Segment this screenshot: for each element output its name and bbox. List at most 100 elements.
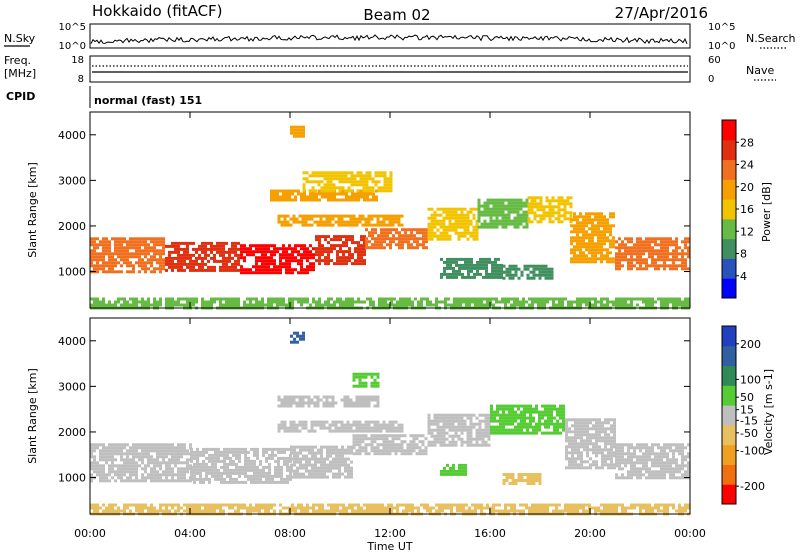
range-cell bbox=[270, 244, 273, 248]
range-cell bbox=[114, 449, 117, 453]
range-cell bbox=[171, 259, 174, 263]
range-cell bbox=[312, 198, 315, 202]
range-cell bbox=[253, 465, 256, 469]
range-cell bbox=[557, 211, 561, 215]
range-cell bbox=[296, 472, 299, 476]
range-cell bbox=[93, 443, 96, 447]
range-cell bbox=[290, 131, 293, 135]
range-cell bbox=[460, 440, 464, 444]
range-cell bbox=[627, 261, 630, 265]
range-cell bbox=[507, 207, 511, 211]
range-cell bbox=[550, 407, 553, 411]
range-cell bbox=[189, 503, 192, 507]
range-cell bbox=[354, 241, 357, 245]
range-cell bbox=[247, 474, 250, 478]
range-cell bbox=[282, 195, 285, 199]
range-cell bbox=[199, 468, 202, 472]
range-cell bbox=[252, 253, 255, 257]
range-cell bbox=[370, 449, 374, 453]
range-cell bbox=[270, 506, 273, 510]
range-cell bbox=[338, 454, 341, 458]
range-cell bbox=[117, 246, 120, 250]
range-cell bbox=[538, 413, 541, 417]
range-cell bbox=[296, 125, 299, 129]
range-cell bbox=[612, 260, 615, 264]
range-cell bbox=[417, 303, 420, 307]
range-cell bbox=[90, 237, 93, 241]
range-cell bbox=[168, 479, 171, 483]
range-cell bbox=[315, 300, 318, 304]
range-cell bbox=[192, 509, 195, 513]
range-cell bbox=[162, 470, 165, 474]
range-cell bbox=[452, 266, 455, 270]
range-cell bbox=[150, 503, 153, 507]
range-cell bbox=[591, 230, 594, 234]
range-cell bbox=[405, 303, 408, 307]
range-cell bbox=[234, 262, 237, 266]
range-cell bbox=[494, 257, 497, 261]
range-cell bbox=[472, 231, 476, 235]
range-cell bbox=[289, 459, 292, 463]
range-cell bbox=[332, 448, 335, 452]
range-cell bbox=[456, 503, 459, 507]
range-cell bbox=[141, 300, 144, 304]
range-cell bbox=[527, 202, 531, 206]
range-cell bbox=[681, 509, 684, 513]
range-cell bbox=[511, 410, 514, 414]
range-cell bbox=[407, 243, 410, 247]
range-cell bbox=[439, 207, 443, 211]
range-cell bbox=[314, 463, 317, 467]
range-cell bbox=[475, 428, 479, 432]
range-cell bbox=[186, 256, 189, 260]
range-cell bbox=[627, 249, 630, 253]
range-cell bbox=[492, 503, 495, 507]
range-cell bbox=[114, 258, 117, 262]
range-cell bbox=[174, 509, 177, 513]
range-cell bbox=[177, 458, 180, 462]
range-cell bbox=[351, 506, 354, 510]
range-cell bbox=[454, 434, 458, 438]
range-cell bbox=[466, 228, 470, 232]
range-cell bbox=[141, 509, 144, 513]
range-cell bbox=[223, 465, 226, 469]
range-cell bbox=[378, 297, 381, 301]
range-cell bbox=[123, 297, 126, 301]
range-cell bbox=[345, 195, 348, 199]
range-cell bbox=[334, 214, 338, 218]
range-cell bbox=[302, 171, 306, 175]
range-cell bbox=[377, 180, 381, 184]
range-cell bbox=[237, 300, 240, 304]
range-cell bbox=[348, 297, 351, 301]
range-cell bbox=[337, 223, 341, 227]
range-cell bbox=[262, 465, 265, 469]
range-cell bbox=[339, 297, 342, 301]
range-cell bbox=[405, 300, 408, 304]
range-cell bbox=[326, 454, 329, 458]
range-cell bbox=[538, 428, 541, 432]
range-cell bbox=[408, 303, 411, 307]
range-cell bbox=[451, 422, 455, 426]
range-cell bbox=[117, 270, 120, 274]
range-cell bbox=[90, 297, 93, 301]
range-cell bbox=[541, 404, 544, 408]
range-cell bbox=[554, 211, 558, 215]
range-cell bbox=[162, 449, 165, 453]
range-cell bbox=[529, 264, 533, 268]
range-cell bbox=[342, 189, 345, 193]
range-cell bbox=[508, 404, 511, 408]
range-cell bbox=[519, 207, 523, 211]
range-cell bbox=[232, 450, 235, 454]
range-cell bbox=[630, 264, 633, 268]
range-cell bbox=[348, 247, 351, 251]
range-cell bbox=[663, 264, 666, 268]
range-cell bbox=[597, 242, 600, 246]
range-cell bbox=[348, 506, 351, 510]
range-cell bbox=[508, 413, 511, 417]
range-cell bbox=[141, 506, 144, 510]
range-cell bbox=[237, 256, 240, 260]
range-cell bbox=[544, 270, 548, 274]
range-cell bbox=[126, 249, 129, 253]
range-cell bbox=[129, 467, 132, 471]
range-cell bbox=[102, 261, 105, 265]
range-cell bbox=[600, 297, 603, 301]
